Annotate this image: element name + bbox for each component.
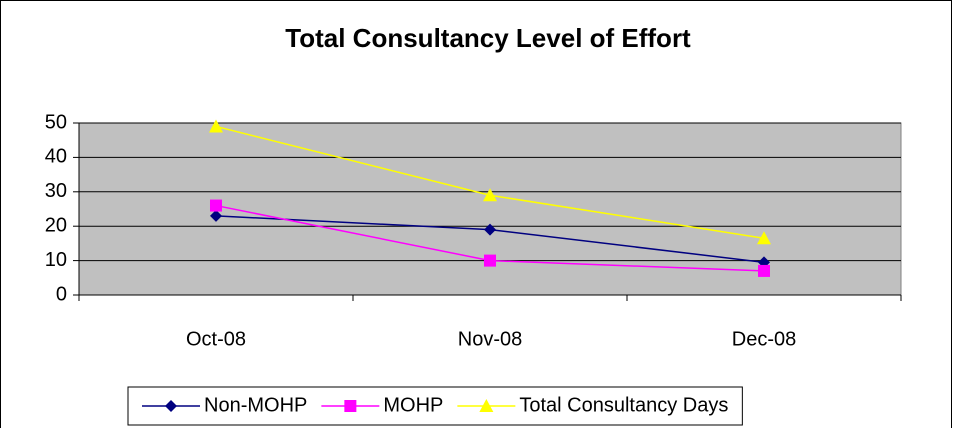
marker bbox=[484, 223, 496, 236]
x-tick-label: Dec-08 bbox=[732, 328, 796, 350]
y-tick-label: 30 bbox=[45, 180, 67, 202]
x-tick-label: Nov-08 bbox=[458, 328, 522, 350]
marker bbox=[758, 264, 770, 277]
legend-label: MOHP bbox=[383, 394, 443, 416]
marker bbox=[210, 209, 222, 222]
y-tick-label: 10 bbox=[45, 249, 67, 271]
marker bbox=[483, 188, 497, 202]
marker bbox=[479, 399, 494, 412]
marker bbox=[484, 254, 496, 267]
y-tick-label: 0 bbox=[56, 283, 67, 305]
legend-label: Total Consultancy Days bbox=[519, 394, 728, 416]
marker bbox=[757, 231, 771, 245]
marker bbox=[210, 199, 222, 212]
legend: Non-MOHP MOHP Total Consultancy Days bbox=[127, 386, 743, 426]
plot-area bbox=[78, 122, 902, 296]
chart-title: Total Consultancy Level of Effort bbox=[285, 23, 691, 53]
y-tick-label: 20 bbox=[45, 214, 67, 236]
marker bbox=[209, 119, 223, 133]
marker bbox=[344, 400, 357, 412]
legend-label: Non-MOHP bbox=[204, 394, 307, 416]
legend-box bbox=[127, 386, 743, 426]
x-tick-label: Oct-08 bbox=[186, 328, 246, 350]
y-tick-label: 40 bbox=[45, 146, 67, 168]
y-tick-label: 50 bbox=[45, 111, 67, 133]
marker bbox=[165, 400, 177, 412]
